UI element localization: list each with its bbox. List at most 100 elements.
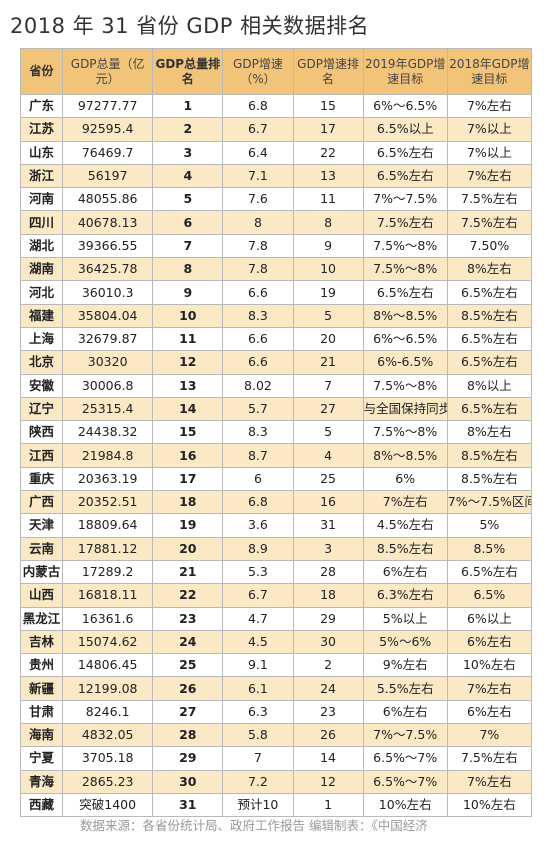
cell-2018-target: 7%左右 — [446, 769, 533, 794]
cell-2019-target: 8%～8.5% — [362, 443, 448, 468]
cell-gdp-total: 92595.4 — [62, 117, 154, 142]
cell-2019-target: 5%以上 — [362, 606, 448, 631]
cell-province: 江西 — [19, 443, 64, 468]
cell-2018-target: 10%左右 — [446, 653, 533, 678]
cell-growth-rank: 5 — [292, 303, 364, 328]
cell-growth-rank: 26 — [292, 723, 364, 748]
cell-gdp-rank: 17 — [152, 466, 224, 492]
cell-growth-rank: 3 — [292, 536, 364, 561]
cell-2019-target: 6% — [362, 466, 448, 492]
gdp-ranking-table: 省份 GDP总量（亿元） GDP总量排名 GDP增速（%） GDP增速排名 20… — [19, 48, 533, 818]
cell-gdp-growth: 7 — [222, 746, 294, 771]
table-row: 广东 97277.77 1 6.8 15 6%～6.5% 7%左右 — [19, 93, 533, 119]
cell-growth-rank: 17 — [292, 117, 364, 142]
cell-gdp-total: 36010.3 — [62, 280, 154, 305]
cell-gdp-total: 56197 — [62, 163, 154, 189]
cell-province: 天津 — [19, 513, 64, 538]
cell-gdp-rank: 27 — [152, 699, 224, 725]
cell-province: 江苏 — [19, 117, 64, 142]
cell-gdp-total: 48055.86 — [62, 187, 154, 212]
cell-gdp-rank: 4 — [152, 163, 224, 189]
cell-2019-target: 8%～8.5% — [362, 303, 448, 328]
cell-gdp-growth: 6.6 — [222, 280, 294, 305]
cell-2018-target: 7%～7.5%区间 — [446, 490, 533, 515]
cell-2019-target: 6.5%～7% — [362, 746, 448, 771]
cell-2018-target: 6.5%左右 — [446, 396, 533, 422]
cell-gdp-total: 2865.23 — [62, 769, 154, 794]
cell-2018-target: 7% — [446, 723, 533, 748]
cell-growth-rank: 20 — [292, 326, 364, 352]
cell-province: 福建 — [19, 303, 64, 328]
cell-2018-target: 7%左右 — [446, 163, 533, 189]
cell-gdp-growth: 3.6 — [222, 513, 294, 538]
table-row: 上海 32679.87 11 6.6 20 6%～6.5% 6.5%左右 — [19, 326, 533, 352]
cell-gdp-rank: 1 — [152, 93, 224, 119]
cell-gdp-rank: 11 — [152, 326, 224, 352]
cell-province: 山东 — [19, 140, 64, 165]
cell-gdp-growth: 6 — [222, 466, 294, 492]
cell-2018-target: 5% — [446, 513, 533, 538]
cell-province: 黑龙江 — [19, 606, 64, 631]
cell-gdp-growth: 8.3 — [222, 420, 294, 445]
table-row: 福建 35804.04 10 8.3 5 8%～8.5% 8.5%左右 — [19, 303, 533, 328]
cell-growth-rank: 15 — [292, 93, 364, 119]
table-row: 辽宁 25315.4 14 5.7 27 与全国保持同步 6.5%左右 — [19, 396, 533, 422]
cell-growth-rank: 5 — [292, 420, 364, 445]
cell-2019-target: 5%～6% — [362, 629, 448, 655]
table-row: 云南 17881.12 20 8.9 3 8.5%左右 8.5% — [19, 536, 533, 561]
cell-2018-target: 8%左右 — [446, 420, 533, 445]
cell-gdp-growth: 8.3 — [222, 303, 294, 328]
cell-2018-target: 8.5%左右 — [446, 303, 533, 328]
cell-gdp-total: 18809.64 — [62, 513, 154, 538]
table-row: 黑龙江 16361.6 23 4.7 29 5%以上 6%以上 — [19, 606, 533, 631]
cell-2019-target: 7%～7.5% — [362, 723, 448, 748]
cell-gdp-total: 突破1400 — [62, 792, 154, 818]
cell-gdp-growth: 6.7 — [222, 583, 294, 608]
cell-gdp-growth: 5.3 — [222, 559, 294, 585]
cell-2019-target: 9%左右 — [362, 653, 448, 678]
header-2018-target: 2018年GDP增速目标 — [446, 48, 533, 95]
cell-growth-rank: 2 — [292, 653, 364, 678]
cell-2018-target: 7%左右 — [446, 676, 533, 701]
cell-gdp-total: 76469.7 — [62, 140, 154, 165]
cell-gdp-rank: 28 — [152, 723, 224, 748]
cell-2019-target: 7.5%～8% — [362, 257, 448, 282]
cell-growth-rank: 18 — [292, 583, 364, 608]
header-province: 省份 — [19, 48, 64, 95]
table-row: 江西 21984.8 16 8.7 4 8%～8.5% 8.5%左右 — [19, 443, 533, 468]
cell-gdp-total: 17881.12 — [62, 536, 154, 561]
cell-gdp-growth: 4.5 — [222, 629, 294, 655]
cell-gdp-total: 3705.18 — [62, 746, 154, 771]
cell-2019-target: 6.5%左右 — [362, 280, 448, 305]
cell-growth-rank: 8 — [292, 210, 364, 235]
table-row: 甘肃 8246.1 27 6.3 23 6%左右 6%左右 — [19, 699, 533, 725]
cell-gdp-total: 21984.8 — [62, 443, 154, 468]
cell-2019-target: 6%-6.5% — [362, 350, 448, 375]
cell-2019-target: 7.5%左右 — [362, 210, 448, 235]
cell-province: 吉林 — [19, 629, 64, 655]
cell-2019-target: 6.5%以上 — [362, 117, 448, 142]
cell-growth-rank: 27 — [292, 396, 364, 422]
cell-gdp-total: 20352.51 — [62, 490, 154, 515]
cell-2019-target: 10%左右 — [362, 792, 448, 818]
cell-gdp-total: 39366.55 — [62, 233, 154, 259]
cell-gdp-total: 15074.62 — [62, 629, 154, 655]
cell-province: 河南 — [19, 187, 64, 212]
cell-growth-rank: 13 — [292, 163, 364, 189]
cell-2019-target: 与全国保持同步 — [362, 396, 448, 422]
cell-growth-rank: 31 — [292, 513, 364, 538]
table-row: 北京 30320 12 6.6 21 6%-6.5% 6.5%左右 — [19, 350, 533, 375]
cell-province: 内蒙古 — [19, 559, 64, 585]
cell-province: 北京 — [19, 350, 64, 375]
cell-gdp-rank: 31 — [152, 792, 224, 818]
cell-gdp-total: 16361.6 — [62, 606, 154, 631]
cell-2019-target: 6.3%左右 — [362, 583, 448, 608]
cell-gdp-rank: 2 — [152, 117, 224, 142]
cell-gdp-total: 17289.2 — [62, 559, 154, 585]
cell-gdp-rank: 8 — [152, 257, 224, 282]
cell-gdp-growth: 6.3 — [222, 699, 294, 725]
cell-2019-target: 7.5%～8% — [362, 420, 448, 445]
cell-growth-rank: 14 — [292, 746, 364, 771]
cell-growth-rank: 24 — [292, 676, 364, 701]
page-title: 2018 年 31 省份 GDP 相关数据排名 — [10, 14, 370, 38]
